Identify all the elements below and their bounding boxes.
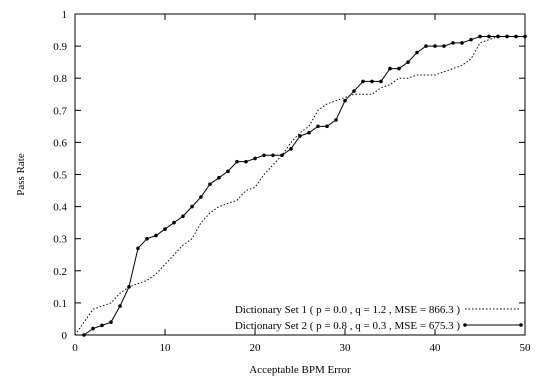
data-point-set-2 bbox=[280, 153, 284, 158]
legend-label-set-1: Dictionary Set 1 ( p = 0.0 , q = 1.2 , M… bbox=[235, 304, 460, 316]
y-tick-label: 0.7 bbox=[53, 105, 67, 117]
data-point-set-2 bbox=[343, 98, 347, 103]
data-point-set-2 bbox=[424, 44, 428, 48]
data-point-set-2 bbox=[136, 246, 140, 251]
data-point-set-2 bbox=[127, 285, 131, 289]
legend-marker-set-2 bbox=[519, 323, 523, 327]
x-tick-label: 20 bbox=[250, 342, 262, 354]
data-point-set-2 bbox=[235, 159, 239, 164]
data-point-set-2 bbox=[298, 134, 302, 138]
data-point-set-2 bbox=[505, 34, 509, 39]
x-tick-label: 10 bbox=[160, 342, 172, 354]
data-point-set-2 bbox=[307, 130, 311, 135]
data-point-set-2 bbox=[352, 89, 356, 93]
data-point-set-2 bbox=[514, 34, 518, 39]
data-point-set-2 bbox=[262, 153, 266, 158]
data-point-set-2 bbox=[100, 323, 104, 328]
y-tick-label: 0 bbox=[62, 330, 68, 342]
data-point-set-2 bbox=[244, 159, 248, 164]
legend-label-set-2: Dictionary Set 2 ( p = 0.8 , q = 0.3 , M… bbox=[235, 320, 460, 332]
data-point-set-2 bbox=[397, 66, 401, 71]
data-point-set-2 bbox=[523, 34, 527, 39]
data-point-set-2 bbox=[289, 147, 293, 151]
data-point-set-2 bbox=[361, 79, 365, 84]
data-point-set-2 bbox=[316, 124, 320, 129]
plot-frame bbox=[74, 13, 526, 336]
y-axis-label: Pass Rate bbox=[15, 153, 27, 196]
data-point-set-2 bbox=[217, 175, 221, 180]
data-point-set-2 bbox=[154, 233, 158, 238]
data-point-set-2 bbox=[334, 118, 338, 122]
data-point-set-2 bbox=[406, 60, 410, 64]
data-point-set-2 bbox=[91, 326, 95, 331]
x-tick-label: 0 bbox=[72, 342, 78, 354]
y-tick-label: 0.2 bbox=[53, 266, 67, 278]
y-tick-label: 0.5 bbox=[53, 170, 67, 182]
data-point-set-2 bbox=[118, 304, 122, 308]
data-point-set-2 bbox=[226, 169, 230, 174]
data-point-set-2 bbox=[442, 44, 446, 48]
x-tick-label: 40 bbox=[430, 342, 442, 354]
y-tick-label: 0.9 bbox=[53, 41, 67, 53]
data-point-set-2 bbox=[478, 34, 482, 39]
y-tick-label: 0.8 bbox=[53, 73, 67, 85]
data-point-set-2 bbox=[433, 44, 437, 48]
series-layer bbox=[74, 34, 527, 337]
y-tick-label: 0.6 bbox=[53, 137, 67, 149]
x-axis-ticks: 0 10 20 30 40 50 bbox=[72, 14, 531, 354]
x-axis-label: Acceptable BPM Error bbox=[249, 364, 351, 376]
data-point-set-2 bbox=[172, 220, 176, 225]
y-tick-label: 0.1 bbox=[53, 298, 67, 310]
data-point-set-2 bbox=[271, 153, 275, 158]
series-line-set-2 bbox=[83, 35, 525, 336]
data-point-set-2 bbox=[109, 320, 113, 324]
data-point-set-2 bbox=[253, 156, 257, 161]
y-tick-label: 0.3 bbox=[53, 234, 67, 246]
data-point-set-2 bbox=[208, 182, 212, 186]
data-point-set-2 bbox=[82, 333, 86, 337]
data-point-set-2 bbox=[199, 195, 203, 199]
data-point-set-2 bbox=[163, 227, 167, 231]
data-point-set-2 bbox=[460, 41, 464, 45]
data-point-set-2 bbox=[469, 37, 473, 42]
y-tick-label: 1 bbox=[62, 9, 68, 21]
data-point-set-2 bbox=[415, 50, 419, 55]
data-point-set-2 bbox=[370, 79, 374, 84]
data-point-set-2 bbox=[181, 214, 185, 219]
x-tick-label: 50 bbox=[520, 342, 532, 354]
data-point-set-2 bbox=[388, 66, 392, 71]
data-point-set-2 bbox=[379, 79, 383, 84]
y-tick-label: 0.4 bbox=[53, 202, 67, 214]
legend-marker-set-2 bbox=[463, 323, 467, 327]
legend: Dictionary Set 1 ( p = 0.0 , q = 1.2 , M… bbox=[235, 304, 523, 332]
x-tick-label: 30 bbox=[340, 342, 352, 354]
data-point-set-2 bbox=[145, 236, 149, 241]
y-axis-ticks: 0 0.1 0.2 0.3 0.4 0.5 0.6 0.7 0.8 0.9 1 bbox=[53, 9, 525, 342]
data-point-set-2 bbox=[496, 34, 500, 39]
data-point-set-2 bbox=[325, 124, 329, 129]
data-point-set-2 bbox=[487, 34, 491, 39]
data-point-set-2 bbox=[451, 41, 455, 45]
series-line-set-1 bbox=[74, 35, 525, 336]
data-point-set-2 bbox=[190, 204, 194, 209]
